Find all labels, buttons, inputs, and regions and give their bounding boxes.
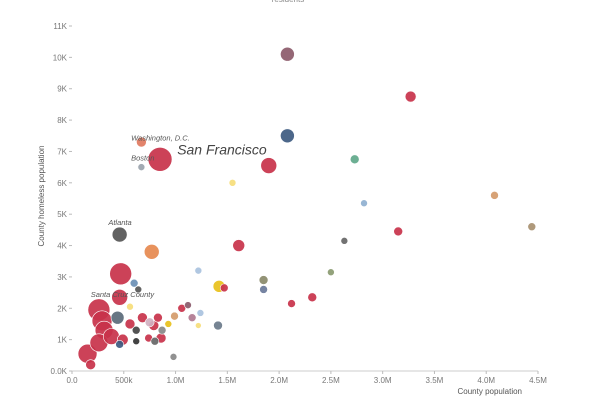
data-point bbox=[490, 191, 499, 200]
data-point bbox=[194, 266, 203, 275]
y-tick-label: 6K bbox=[57, 179, 67, 188]
data-point bbox=[153, 312, 163, 323]
x-tick-label: 1.0M bbox=[167, 376, 185, 385]
data-point bbox=[132, 337, 141, 346]
data-point bbox=[136, 136, 147, 148]
data-point bbox=[85, 359, 96, 371]
x-tick-label: 3.0M bbox=[374, 376, 392, 385]
data-point bbox=[169, 353, 178, 361]
annotation-label: Washington, D.C. bbox=[131, 133, 190, 142]
x-tick-labels: 0.0 500k 1.0M 1.5M 2.0M 2.5M 3.0M 3.5M 4.0M 4.5M bbox=[66, 371, 547, 385]
data-point bbox=[527, 222, 537, 232]
data-point bbox=[280, 46, 295, 62]
annotations: Washington, D.C.San Francisco Boston Atlan… bbox=[91, 133, 267, 299]
y-tick-label: 10K bbox=[53, 53, 68, 62]
data-point bbox=[393, 226, 404, 237]
y-tick-labels: 0.0K 1K 2K 3K 4K 5K 6K 7K 8K 9K 10K 11K bbox=[51, 22, 72, 376]
y-tick-label: 3K bbox=[57, 273, 67, 282]
data-point bbox=[147, 146, 173, 172]
x-tick-label: 0.0 bbox=[66, 376, 78, 385]
y-axis-label: County homeless population bbox=[37, 146, 46, 247]
data-point bbox=[213, 320, 223, 331]
annotation-label: Santa Cruz County bbox=[91, 290, 156, 299]
data-point bbox=[187, 313, 197, 322]
data-point bbox=[177, 303, 187, 313]
annotation-label: Atlanta bbox=[107, 218, 131, 227]
data-point bbox=[157, 325, 167, 335]
data-point bbox=[259, 285, 268, 294]
data-point bbox=[232, 239, 246, 252]
x-tick-label: 4.0M bbox=[477, 376, 495, 385]
data-point bbox=[109, 262, 132, 286]
data-points bbox=[77, 46, 537, 371]
data-point bbox=[327, 268, 335, 277]
data-point bbox=[126, 302, 134, 311]
data-point bbox=[340, 237, 349, 245]
data-point bbox=[111, 288, 128, 306]
data-point bbox=[349, 154, 360, 165]
data-point bbox=[150, 336, 160, 346]
x-tick-label: 3.5M bbox=[426, 376, 444, 385]
data-point bbox=[129, 278, 139, 288]
data-point bbox=[143, 244, 160, 260]
x-tick-label: 2.0M bbox=[270, 376, 288, 385]
y-tick-label: 7K bbox=[57, 147, 67, 156]
x-tick-label: 4.5M bbox=[529, 376, 547, 385]
data-point bbox=[115, 340, 124, 349]
chart-title: residents bbox=[272, 0, 304, 4]
data-point bbox=[307, 292, 318, 303]
annotation-label: Boston bbox=[131, 154, 154, 163]
data-point bbox=[196, 309, 205, 317]
data-point bbox=[228, 179, 237, 187]
data-point bbox=[260, 157, 278, 174]
y-tick-label: 5K bbox=[57, 210, 67, 219]
data-point bbox=[144, 317, 155, 328]
data-point bbox=[287, 299, 296, 308]
data-point bbox=[404, 90, 417, 103]
y-tick-label: 0.0K bbox=[51, 367, 68, 376]
y-tick-label: 1K bbox=[57, 336, 67, 345]
data-point bbox=[170, 311, 179, 321]
data-point bbox=[219, 283, 229, 293]
y-tick-label: 2K bbox=[57, 304, 67, 313]
data-point bbox=[137, 163, 146, 171]
y-tick-label: 9K bbox=[57, 85, 67, 94]
x-tick-label: 1.5M bbox=[218, 376, 236, 385]
data-point bbox=[184, 301, 192, 309]
data-point bbox=[258, 275, 269, 285]
data-point bbox=[164, 320, 173, 328]
y-tick-label: 4K bbox=[57, 242, 67, 251]
data-point bbox=[110, 310, 125, 325]
data-point bbox=[137, 312, 148, 323]
y-tick-label: 11K bbox=[53, 22, 67, 31]
data-point bbox=[111, 226, 128, 243]
x-axis-label: County population bbox=[458, 387, 523, 396]
data-point bbox=[124, 318, 136, 330]
data-point bbox=[280, 128, 295, 144]
data-point bbox=[134, 285, 143, 294]
data-point bbox=[195, 322, 202, 329]
x-tick-label: 500k bbox=[115, 376, 133, 385]
data-point bbox=[131, 325, 141, 335]
y-tick-label: 8K bbox=[57, 116, 67, 125]
data-point bbox=[360, 199, 368, 208]
x-tick-label: 2.5M bbox=[322, 376, 340, 385]
annotation-label: San Francisco bbox=[177, 141, 267, 157]
